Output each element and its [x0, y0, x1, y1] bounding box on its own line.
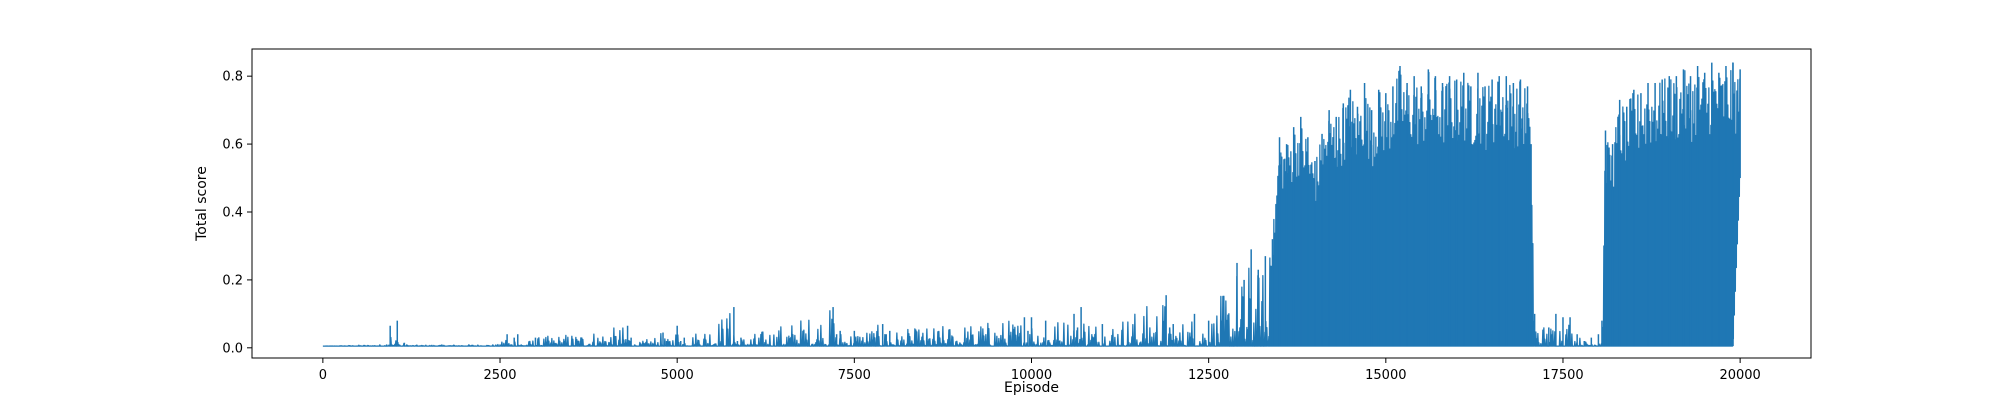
y-tick-label: 0.8 — [222, 70, 243, 85]
y-tick-label: 0.0 — [222, 341, 243, 356]
score-series-line — [322, 62, 1741, 347]
x-tick-label: 20000 — [1719, 368, 1760, 383]
x-tick-label: 7500 — [838, 368, 871, 383]
x-tick-label: 5000 — [661, 368, 694, 383]
x-axis-ticks: 0 2500 5000 7500 10000 12500 15000 17500 20000 — [319, 358, 1761, 383]
data-layer — [322, 62, 1741, 347]
y-tick-label: 0.6 — [222, 138, 243, 153]
x-tick-label: 17500 — [1542, 368, 1583, 383]
y-axis-label: Total score — [194, 166, 210, 242]
x-tick-label: 2500 — [483, 368, 516, 383]
y-tick-label: 0.2 — [222, 273, 243, 288]
x-tick-label: 10000 — [1011, 368, 1052, 383]
y-axis-ticks: 0.0 0.2 0.4 0.6 0.8 — [222, 70, 252, 356]
plot-frame — [251, 48, 1812, 359]
x-tick-label: 12500 — [1188, 368, 1229, 383]
x-tick-label: 15000 — [1365, 368, 1406, 383]
y-tick-label: 0.4 — [222, 205, 243, 220]
x-tick-label: 0 — [319, 368, 327, 383]
x-axis-label: Episode — [1004, 380, 1059, 396]
